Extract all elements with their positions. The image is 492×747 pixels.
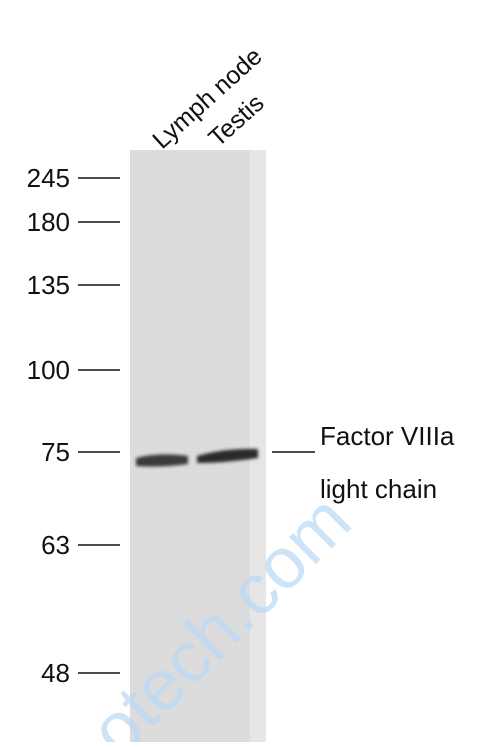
blot-figure: Lymph node Testis 245 180 135 100 75 63 48 Fac…: [0, 0, 492, 742]
marker-label: 63: [41, 530, 70, 560]
band-label: Factor VIIIa: [320, 421, 455, 451]
gel-edge: [250, 150, 266, 742]
marker-label: 180: [27, 207, 70, 237]
band-label: light chain: [320, 474, 437, 504]
lane-labels: Lymph node Testis: [147, 42, 269, 154]
marker-label: 48: [41, 658, 70, 688]
marker-label: 100: [27, 355, 70, 385]
marker-label: 245: [27, 163, 70, 193]
marker-ladder: 245 180 135 100 75 63 48: [27, 163, 120, 688]
marker-label: 135: [27, 270, 70, 300]
marker-label: 75: [41, 437, 70, 467]
